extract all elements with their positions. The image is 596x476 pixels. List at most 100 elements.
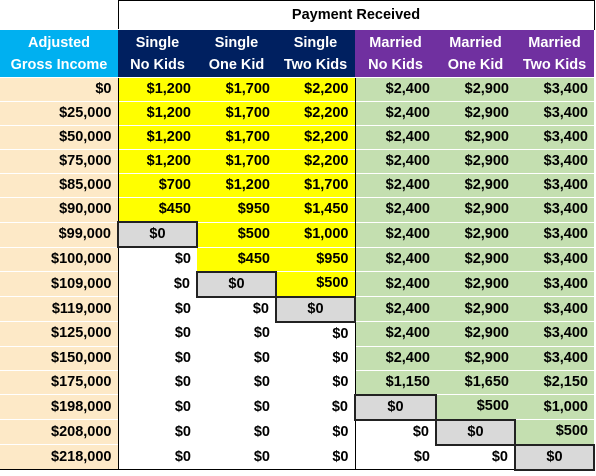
payment-cell-single-no-kids[interactable]: $0 (118, 370, 197, 395)
agi-cell[interactable]: $90,000 (0, 197, 119, 222)
payment-cell-married-two-kids[interactable]: $3,400 (515, 271, 594, 297)
payment-cell-married-one-kid[interactable]: $2,900 (436, 149, 515, 174)
agi-cell[interactable]: $75,000 (0, 149, 119, 174)
payment-cell-single-one-kid[interactable]: $950 (197, 197, 276, 222)
payment-cell-single-one-kid[interactable]: $1,200 (197, 173, 276, 198)
payment-cell-single-two-kids[interactable]: $2,200 (276, 149, 356, 174)
header-married-no-kids[interactable]: Married No Kids (355, 29, 436, 78)
agi-cell[interactable]: $100,000 (0, 247, 119, 272)
agi-cell[interactable]: $0 (0, 77, 119, 102)
agi-cell[interactable]: $208,000 (0, 419, 119, 445)
payment-cell-single-no-kids[interactable]: $1,200 (118, 125, 197, 150)
payment-cell-single-two-kids[interactable]: $2,200 (276, 77, 356, 102)
payment-cell-single-two-kids[interactable]: $2,200 (276, 101, 356, 126)
payment-cell-married-one-kid[interactable]: $2,900 (436, 77, 515, 102)
agi-cell[interactable]: $119,000 (0, 296, 119, 322)
agi-cell[interactable]: $50,000 (0, 125, 119, 150)
payment-cell-married-two-kids[interactable]: $500 (515, 419, 594, 445)
payment-cell-married-two-kids[interactable]: $3,400 (515, 125, 594, 150)
payment-cell-married-one-kid[interactable]: $2,900 (436, 173, 515, 198)
payment-cell-married-one-kid[interactable]: $1,650 (436, 370, 515, 395)
payment-cell-single-one-kid[interactable]: $0 (197, 296, 276, 322)
agi-cell[interactable]: $109,000 (0, 271, 119, 297)
payment-cell-married-two-kids[interactable]: $3,400 (515, 247, 594, 272)
payment-cell-single-one-kid[interactable]: $1,700 (197, 149, 276, 174)
payment-cell-married-two-kids[interactable]: $3,400 (515, 321, 594, 346)
payment-cell-single-no-kids[interactable]: $1,200 (118, 101, 197, 126)
payment-cell-single-two-kids[interactable]: $0 (275, 295, 356, 323)
payment-cell-married-two-kids[interactable]: $3,400 (515, 101, 594, 126)
payment-cell-married-two-kids[interactable]: $2,150 (515, 370, 594, 395)
payment-cell-married-one-kid[interactable]: $0 (436, 444, 515, 470)
header-single-no-kids[interactable]: Single No Kids (118, 29, 197, 78)
table-title[interactable]: Payment Received (117, 0, 595, 30)
payment-cell-married-two-kids[interactable]: $3,400 (515, 346, 594, 370)
payment-cell-single-no-kids[interactable]: $0 (118, 271, 197, 297)
payment-cell-single-no-kids[interactable]: $450 (118, 197, 197, 222)
header-married-one-kid[interactable]: Married One Kid (436, 29, 515, 78)
agi-cell[interactable]: $175,000 (0, 370, 119, 395)
agi-cell[interactable]: $85,000 (0, 173, 119, 198)
payment-cell-single-two-kids[interactable]: $1,450 (276, 197, 356, 222)
payment-cell-single-one-kid[interactable]: $450 (197, 247, 276, 272)
payment-cell-married-no-kids[interactable]: $2,400 (355, 222, 436, 247)
header-single-two-kids[interactable]: Single Two Kids (276, 29, 355, 78)
payment-cell-married-one-kid[interactable]: $2,900 (436, 125, 515, 150)
payment-cell-married-two-kids[interactable]: $3,400 (515, 173, 594, 198)
payment-cell-single-no-kids[interactable]: $0 (118, 419, 197, 445)
payment-cell-single-one-kid[interactable]: $1,700 (197, 125, 276, 150)
payment-cell-married-no-kids[interactable]: $2,400 (355, 321, 436, 346)
payment-cell-married-one-kid[interactable]: $2,900 (436, 346, 515, 370)
payment-cell-single-two-kids[interactable]: $0 (276, 394, 356, 420)
payment-cell-married-one-kid[interactable]: $0 (435, 418, 516, 446)
payment-cell-single-no-kids[interactable]: $1,200 (118, 149, 197, 174)
payment-cell-single-one-kid[interactable]: $1,700 (197, 77, 276, 102)
payment-cell-single-two-kids[interactable]: $500 (276, 271, 356, 297)
payment-cell-married-no-kids[interactable]: $2,400 (355, 197, 436, 222)
payment-cell-married-no-kids[interactable]: $2,400 (355, 101, 436, 126)
payment-cell-single-one-kid[interactable]: $0 (197, 321, 276, 346)
payment-cell-married-two-kids[interactable]: $3,400 (515, 197, 594, 222)
payment-cell-married-two-kids[interactable]: $3,400 (515, 296, 594, 322)
payment-cell-single-no-kids[interactable]: $0 (118, 321, 197, 346)
payment-cell-married-no-kids[interactable]: $2,400 (355, 77, 436, 102)
agi-cell[interactable]: $218,000 (0, 444, 119, 470)
payment-cell-married-no-kids[interactable]: $2,400 (355, 149, 436, 174)
payment-cell-married-no-kids[interactable]: $0 (354, 393, 437, 421)
payment-cell-single-no-kids[interactable]: $0 (117, 221, 198, 248)
payment-cell-married-two-kids[interactable]: $3,400 (515, 77, 594, 102)
payment-cell-single-one-kid[interactable]: $0 (197, 394, 276, 420)
payment-cell-single-no-kids[interactable]: $0 (118, 444, 197, 470)
payment-cell-married-no-kids[interactable]: $0 (355, 419, 436, 445)
payment-cell-single-one-kid[interactable]: $0 (196, 270, 277, 298)
corner-cell[interactable] (0, 0, 118, 30)
header-agi[interactable]: Adjusted Gross Income (0, 29, 118, 78)
payment-cell-single-two-kids[interactable]: $0 (276, 419, 356, 445)
payment-cell-married-no-kids[interactable]: $2,400 (355, 296, 436, 322)
payment-cell-married-one-kid[interactable]: $2,900 (436, 197, 515, 222)
payment-cell-single-one-kid[interactable]: $500 (197, 222, 276, 247)
payment-cell-single-no-kids[interactable]: $0 (118, 394, 197, 420)
agi-cell[interactable]: $150,000 (0, 346, 119, 370)
payment-cell-single-no-kids[interactable]: $0 (118, 346, 197, 370)
payment-cell-single-one-kid[interactable]: $0 (197, 444, 276, 470)
payment-cell-married-two-kids[interactable]: $0 (514, 443, 595, 471)
payment-cell-single-one-kid[interactable]: $0 (197, 346, 276, 370)
payment-cell-single-one-kid[interactable]: $0 (197, 419, 276, 445)
payment-cell-married-one-kid[interactable]: $2,900 (436, 296, 515, 322)
payment-cell-married-no-kids[interactable]: $0 (355, 444, 436, 470)
payment-cell-married-two-kids[interactable]: $1,000 (515, 394, 594, 420)
payment-cell-single-no-kids[interactable]: $700 (118, 173, 197, 198)
payment-cell-single-two-kids[interactable]: $2,200 (276, 125, 356, 150)
payment-cell-married-no-kids[interactable]: $1,150 (355, 370, 436, 395)
payment-cell-single-two-kids[interactable]: $0 (276, 346, 356, 370)
payment-cell-single-no-kids[interactable]: $1,200 (118, 77, 197, 102)
payment-cell-single-one-kid[interactable]: $0 (197, 370, 276, 395)
agi-cell[interactable]: $198,000 (0, 394, 119, 420)
payment-cell-single-no-kids[interactable]: $0 (118, 247, 197, 272)
payment-cell-married-one-kid[interactable]: $500 (436, 394, 515, 420)
payment-cell-single-one-kid[interactable]: $1,700 (197, 101, 276, 126)
payment-cell-single-two-kids[interactable]: $0 (276, 370, 356, 395)
header-married-two-kids[interactable]: Married Two Kids (515, 29, 594, 78)
payment-cell-married-one-kid[interactable]: $2,900 (436, 321, 515, 346)
